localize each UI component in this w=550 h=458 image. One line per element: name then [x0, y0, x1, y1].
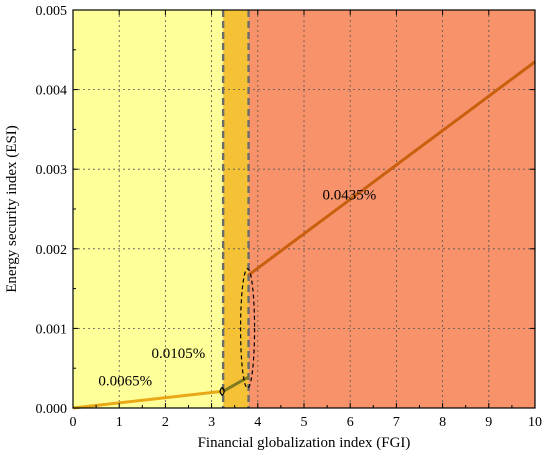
- jump-ellipse: [239, 268, 256, 389]
- segment-3: [247, 60, 536, 277]
- grid: [73, 10, 535, 408]
- y-tick-label: 0.000: [36, 402, 68, 417]
- segment-1: [72, 389, 224, 410]
- x-tick-label: 6: [347, 415, 354, 430]
- x-tick-label: 8: [439, 415, 446, 430]
- y-axis-label: Energy security index (ESI): [4, 125, 20, 293]
- annotations: 0.0065%0.0105% 0.0435%: [98, 187, 376, 389]
- threshold-lines: [221, 10, 250, 408]
- x-tick-label: 0: [70, 415, 77, 430]
- jump-markers: [219, 268, 256, 397]
- region-3: [248, 10, 535, 408]
- x-tick-label: 3: [208, 415, 215, 430]
- region-2: [223, 10, 249, 408]
- background-regions: [73, 10, 535, 408]
- x-tick-label: 5: [301, 415, 308, 430]
- jump-arc: [219, 386, 225, 397]
- y-tick-label: 0.005: [36, 4, 68, 19]
- y-tick-label: 0.001: [36, 322, 68, 337]
- annotation-slope-2: 0.0105%: [152, 346, 206, 362]
- y-tick-label: 0.002: [36, 243, 68, 258]
- x-tick-label: 9: [485, 415, 492, 430]
- annotation-slope-1: 0.0065%: [98, 374, 152, 390]
- x-axis-label: Financial globalization index (FGI): [198, 435, 411, 451]
- y-tick-label: 0.003: [36, 163, 68, 178]
- axis-ticks: 0 1 2 3 4 5 6 7 8 9 10 0.000 0.001 0.002 0.003 0.004 0.0…: [36, 4, 543, 430]
- region-1: [73, 10, 224, 408]
- y-tick-label: 0.004: [36, 84, 68, 99]
- x-tick-label: 1: [116, 415, 123, 430]
- x-tick-label: 2: [162, 415, 169, 430]
- x-tick-label: 10: [528, 415, 542, 430]
- annotation-slope-3: 0.0435%: [322, 187, 376, 203]
- x-tick-label: 4: [254, 415, 261, 430]
- x-tick-label: 7: [393, 415, 400, 430]
